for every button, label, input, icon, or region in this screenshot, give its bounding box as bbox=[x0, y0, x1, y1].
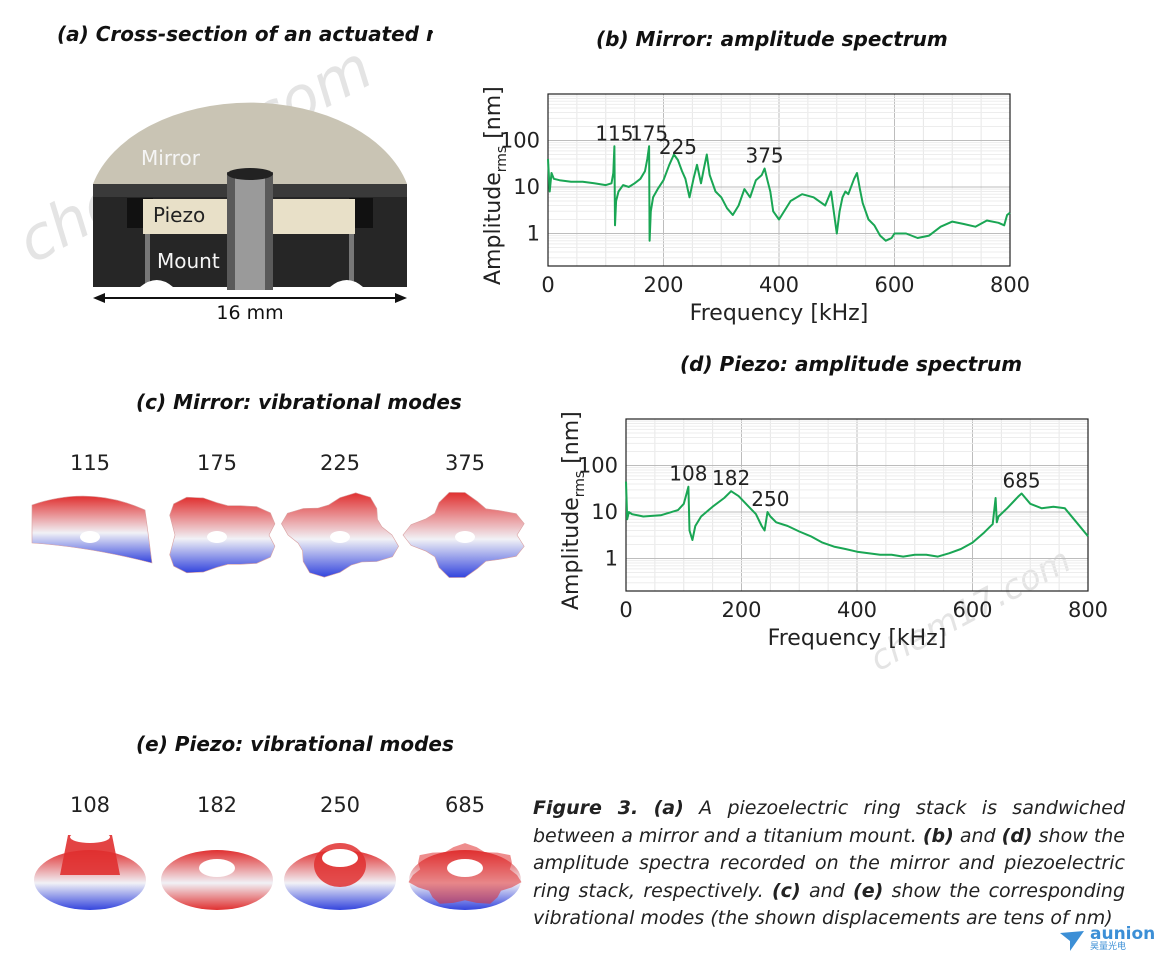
panel-a-title: (a) Cross-section of an actuated mirror bbox=[57, 22, 433, 46]
panel-b-title: (b) Mirror: amplitude spectrum bbox=[596, 27, 948, 51]
mirror-modes: 115 175 225 375 bbox=[31, 451, 525, 578]
piezo-modes: 108 182 250 685 bbox=[34, 793, 522, 910]
mode-label: 375 bbox=[445, 451, 485, 475]
mode-cone bbox=[60, 835, 120, 875]
mode-hole bbox=[199, 859, 235, 877]
x-tick-label: 200 bbox=[643, 273, 683, 297]
mode-hole bbox=[80, 531, 100, 543]
figure-caption: Figure 3. (a) A piezoelectric ring stack… bbox=[533, 797, 1126, 929]
mode-surface bbox=[31, 495, 153, 564]
x-axis-label: Frequency [kHz] bbox=[690, 301, 869, 326]
panel-c-title: (c) Mirror: vibrational modes bbox=[136, 390, 462, 414]
x-tick-label: 800 bbox=[990, 273, 1030, 297]
logo-icon bbox=[1060, 931, 1084, 951]
label-piezo: Piezo bbox=[153, 203, 205, 227]
mode-label: 225 bbox=[320, 451, 360, 475]
label-mount: Mount bbox=[157, 249, 220, 273]
mode-hole bbox=[447, 859, 483, 877]
caption-label: Figure 3. bbox=[533, 797, 639, 819]
peak-annotation: 108 bbox=[669, 462, 707, 486]
y-axis-label-sub: rms bbox=[572, 471, 588, 497]
logo-text: aunion bbox=[1090, 924, 1156, 944]
peak-annotation: 375 bbox=[745, 143, 783, 167]
mode-label: 115 bbox=[70, 451, 110, 475]
mode-label: 108 bbox=[70, 793, 110, 817]
peak-annotation: 225 bbox=[659, 135, 697, 159]
y-axis-label-main: Amplitude bbox=[481, 172, 506, 285]
plot-frame bbox=[547, 93, 1011, 267]
y-tick-label: 100 bbox=[578, 453, 618, 477]
x-axis-label: Frequency [kHz] bbox=[768, 626, 947, 651]
mirror-body bbox=[93, 102, 407, 184]
series-line bbox=[547, 145, 1011, 242]
peak-annotation: 175 bbox=[630, 121, 668, 145]
mode-label: 685 bbox=[445, 793, 485, 817]
mode-hole bbox=[455, 531, 475, 543]
y-axis-label-unit: [nm] bbox=[481, 86, 506, 146]
y-tick-label: 10 bbox=[591, 500, 618, 524]
mode-label: 175 bbox=[197, 451, 237, 475]
y-axis-label-unit: [nm] bbox=[559, 411, 584, 471]
x-tick-label: 600 bbox=[952, 598, 992, 622]
aunion-logo: aunion 昊量光电 bbox=[1058, 924, 1156, 954]
peak-annotation: 182 bbox=[712, 466, 750, 490]
panel-e-title: (e) Piezo: vibrational modes bbox=[136, 732, 454, 756]
piezo-spectrum-chart: 0 200 400 600 800 1 10 100 Frequency [kHz] Amplit… bbox=[559, 411, 1108, 651]
peak-annotation: 115 bbox=[595, 121, 633, 145]
mode-surface bbox=[161, 850, 273, 910]
x-tick-label: 400 bbox=[759, 273, 799, 297]
logo-subtext: 昊量光电 bbox=[1090, 942, 1127, 952]
label-dimension: 16 mm bbox=[216, 302, 283, 324]
mode-label: 250 bbox=[320, 793, 360, 817]
mode-label: 182 bbox=[197, 793, 237, 817]
label-mirror: Mirror bbox=[141, 146, 201, 170]
x-tick-label: 600 bbox=[874, 273, 914, 297]
mode-hole bbox=[330, 531, 350, 543]
x-tick-label: 0 bbox=[619, 598, 632, 622]
x-tick-label: 200 bbox=[721, 598, 761, 622]
mirror-spectrum-chart: 0 200 400 600 800 1 10 100 Frequency [kHz] Amplit… bbox=[481, 86, 1030, 326]
y-tick-label: 100 bbox=[500, 128, 540, 152]
y-tick-label: 10 bbox=[513, 175, 540, 199]
mode-hole bbox=[322, 849, 358, 867]
peak-annotation: 685 bbox=[1002, 468, 1040, 492]
cross-section-diagram: Mirror Piezo Mount 16 mm bbox=[93, 102, 407, 324]
x-tick-label: 0 bbox=[541, 273, 554, 297]
y-axis-label-main: Amplitude bbox=[559, 497, 584, 610]
panel-d-title: (d) Piezo: amplitude spectrum bbox=[680, 352, 1023, 376]
mode-hole bbox=[207, 531, 227, 543]
y-tick-label: 1 bbox=[605, 546, 618, 570]
y-tick-label: 1 bbox=[527, 221, 540, 245]
mode-hole bbox=[70, 831, 110, 843]
peak-annotation: 250 bbox=[751, 487, 789, 511]
y-axis-label: Amplituderms [nm] bbox=[481, 86, 510, 285]
y-axis-label-sub: rms bbox=[494, 146, 510, 172]
x-tick-label: 400 bbox=[837, 598, 877, 622]
series-line bbox=[625, 481, 1089, 558]
y-axis-label: Amplituderms [nm] bbox=[559, 411, 588, 610]
x-tick-label: 800 bbox=[1068, 598, 1108, 622]
